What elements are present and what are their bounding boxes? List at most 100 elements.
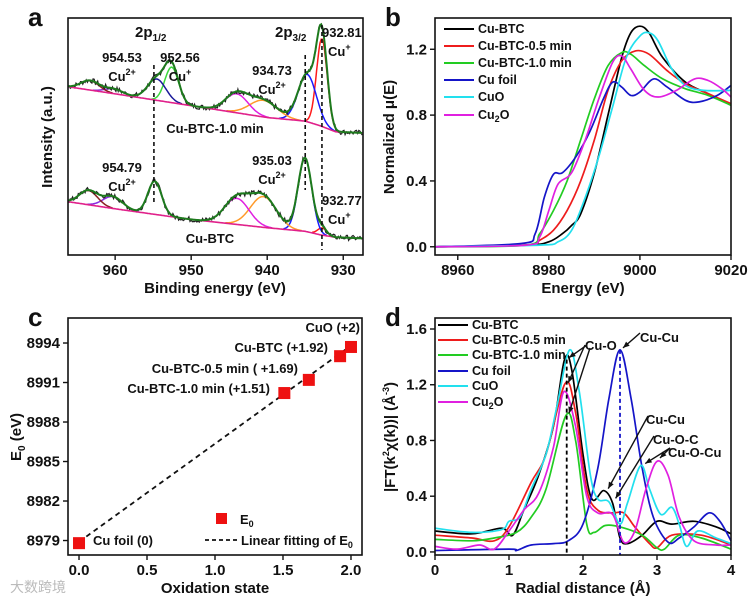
panel-b-x-tick-label: 8960 [441,262,474,279]
xps-baseline [67,85,363,134]
e0-data-point [334,350,347,363]
panel-d-y-tick-label: 0.0 [406,544,427,561]
peak-energy-label: 932.77 [322,193,362,208]
annotation-arrow-head [660,451,667,458]
xps-envelope-fit [67,156,363,240]
panel-d-y-tick-label: 1.2 [406,377,427,394]
watermark: 大数跨境 [10,579,66,595]
bond-annotation-label: Cu-O-C [653,432,699,447]
e0-data-point [344,340,357,353]
panel-c-x-tick-label: 0.5 [137,562,158,579]
legend-marker-e0 [216,513,227,524]
panel-c-x-tick-label: 1.5 [273,562,294,579]
e0-data-point [278,387,291,400]
panel-d-series-line [434,349,732,548]
sample-label: Cu-BTC-1.0 min [166,121,264,136]
oxidation-state-label: Cu+ [169,67,192,84]
oxidation-state-label: Cu+ [328,42,351,59]
annotation-arrow-head [568,351,576,358]
xps-component-peak [225,195,302,232]
panel-b-legend-label: Cu foil [478,73,517,87]
oxidation-state-label: Cu2+ [258,80,286,97]
legend-label-e0: E0 [240,512,254,529]
x-axis-title: Energy (eV) [541,280,624,297]
annotation-arrow [607,415,649,489]
panel-a-xps-chart: 2p1/2 2p3/2 954.53 Cu2+ 952.56 Cu+ 934.73 Cu2+ 9… [39,22,363,297]
legend-label-fit: Linear fitting of E0 [241,533,353,550]
y-axis-title: |FT(k2χ(k))| (Å-3) [381,382,399,492]
panel-b-plot-frame [434,17,732,256]
panel-a-x-tick-label: 960 [103,262,128,279]
panel-d-x-tick-label: 3 [653,562,661,579]
xps-spectrum [67,22,363,137]
xps-spectrum [67,155,363,242]
panel-d-legend-label: Cu2O [472,395,504,411]
xps-component-peak [201,197,273,229]
annotation-arrow [567,344,586,384]
panel-c-x-tick-label: 0.0 [69,562,90,579]
panel-d-legend-label: Cu foil [472,364,511,378]
panel-c-y-tick-label: 8982 [27,493,60,510]
panel-d-series-line [434,390,732,551]
oxidation-state-label: Cu2+ [108,177,136,194]
annotation-arrow [615,435,655,499]
x-axis-title: Radial distance (Å) [515,580,650,597]
orbital-label: 2p1/2 [135,24,167,44]
annotation-arrow-head [568,406,574,414]
panel-b-y-tick-label: 0.4 [406,173,428,190]
panel-b-series-line [434,78,732,248]
panel-b-series-line [434,50,732,248]
panel-c-y-tick-label: 8994 [27,335,61,352]
panel-d-legend-label: Cu-BTC-1.0 min [472,348,566,362]
panel-letter-a: a [28,2,43,32]
panel-b-y-tick-label: 0.0 [406,239,427,256]
xps-envelope-fit [68,22,363,134]
panel-b-legend-label: Cu-BTC-1.0 min [478,56,572,70]
sample-label: Cu-BTC [186,231,235,246]
data-point-label: CuO (+2) [305,320,360,335]
panel-d-x-tick-label: 2 [579,562,587,579]
panel-letter-c: c [28,302,42,332]
panel-d-x-tick-label: 0 [431,562,439,579]
bond-annotation-label: Cu-Cu [646,412,685,427]
panel-d-series-line [434,349,732,552]
panel-letter-d: d [385,302,401,332]
peak-energy-label: 932.81 [322,25,362,40]
bond-annotation-label: Cu-O [585,338,617,353]
panel-d-series-line [434,412,732,552]
e0-data-point [302,373,315,386]
peak-energy-label: 954.79 [102,160,142,175]
annotation-arrow-head [615,491,622,499]
data-point-label: Cu-BTC-1.0 min (+1.51) [127,381,270,396]
oxidation-state-label: Cu+ [328,210,351,227]
panel-b-legend-label: Cu-BTC-0.5 min [478,39,572,53]
annotation-arrow-head [645,457,653,464]
orbital-label: 2p3/2 [275,24,307,44]
panel-c-x-tick-label: 1.0 [205,562,226,579]
bond-annotation-label: Cu-Cu [640,330,679,345]
annotation-arrow-head [568,375,574,383]
oxidation-state-label: Cu2+ [258,170,286,187]
panel-b-legend-label: Cu2O [478,108,510,124]
x-axis-title: Binding energy (eV) [144,280,286,297]
annotation-arrow-head [608,481,614,489]
panel-c-y-tick-label: 8979 [27,533,60,550]
peak-energy-label: 954.53 [102,50,142,65]
y-axis-title: E0 (eV) [8,413,28,461]
panel-b-series-line [434,54,732,248]
panel-b-x-tick-label: 9020 [714,262,747,279]
x-axis-title: Oxidation state [161,580,269,597]
annotation-arrow [568,347,591,414]
panel-b-y-tick-label: 0.8 [406,107,427,124]
data-point-label: Cu-BTC (+1.92) [234,340,328,355]
panel-d-y-tick-label: 1.6 [406,321,427,338]
panel-b-x-tick-label: 9000 [623,262,656,279]
panel-d-x-tick-label: 1 [505,562,513,579]
data-point-label: Cu-BTC-0.5 min ( +1.69) [152,361,298,376]
panel-d-y-tick-label: 0.8 [406,432,427,449]
peak-energy-label: 952.56 [160,50,200,65]
panel-d-legend-label: Cu-BTC [472,318,519,332]
xps-component-peak [226,99,301,122]
panel-b-legend-label: CuO [478,90,505,104]
